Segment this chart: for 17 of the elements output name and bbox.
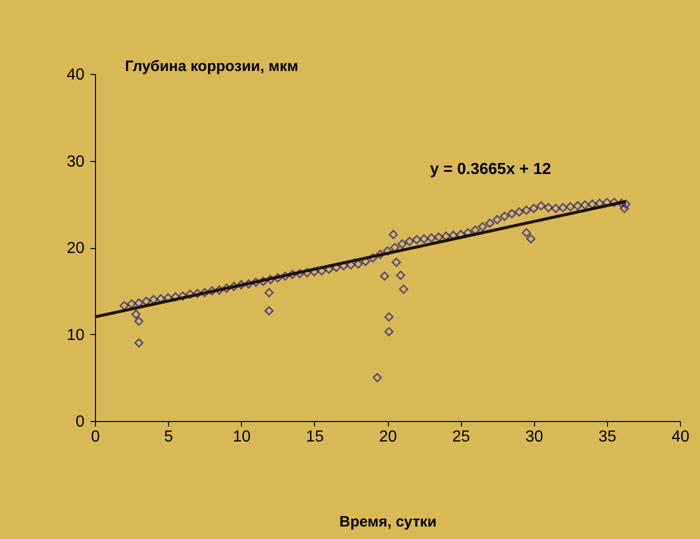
- y-tick-label: 40: [66, 66, 85, 84]
- y-axis-title: Глубина коррозии, мкм: [125, 58, 298, 75]
- annotation: y = 0.3665x + 12: [430, 161, 552, 178]
- x-tick-label: 30: [525, 428, 544, 446]
- y-tick-label: 30: [66, 153, 85, 170]
- x-tick-label: 15: [306, 428, 324, 446]
- x-tick-label: 0: [91, 428, 100, 446]
- x-axis-title: Время, сутки: [339, 514, 437, 530]
- x-tick-label: 10: [232, 428, 251, 446]
- x-tick-label: 35: [598, 428, 616, 446]
- x-tick-label: 20: [379, 428, 397, 446]
- y-tick-label: 0: [76, 414, 85, 430]
- x-tick-label: 5: [164, 428, 174, 446]
- x-tick-label: 40: [672, 428, 690, 446]
- y-tick-label: 20: [66, 240, 85, 257]
- x-tick-label: 25: [452, 428, 470, 446]
- y-tick-label: 10: [66, 326, 85, 344]
